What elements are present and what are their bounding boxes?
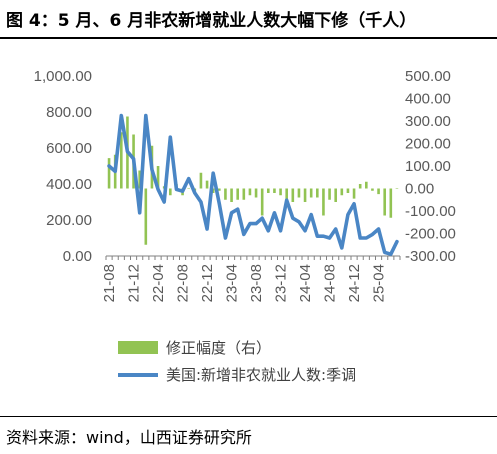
x-tick-label: 22-08 — [175, 264, 192, 302]
revision-bar — [156, 166, 160, 189]
legend-swatch-bar — [118, 341, 158, 354]
x-tick-label: 23-08 — [248, 264, 265, 302]
revision-bar — [218, 188, 221, 191]
revision-bar — [322, 188, 325, 216]
x-tick-label: 23-04 — [224, 264, 241, 302]
revision-bar — [371, 188, 374, 191]
revision-bar — [285, 188, 288, 205]
revision-bar — [346, 188, 350, 193]
payrolls-line — [107, 113, 399, 256]
revision-bar — [377, 188, 380, 195]
revision-bar — [395, 188, 399, 189]
x-tick-label: 24-04 — [297, 264, 314, 302]
combo-chart: 0.00 200.00 400.00 600.00 800.00 1,000.00 -300… — [34, 68, 456, 384]
y-right-tick-label: 200.00 — [405, 136, 451, 153]
x-tick-label: 21-12 — [126, 264, 143, 302]
revision-bar — [383, 188, 386, 216]
revision-bar — [260, 188, 264, 216]
x-tick-label: 24-08 — [322, 264, 339, 302]
x-tick-label: 22-04 — [150, 264, 167, 302]
x-tick-label: 24-12 — [346, 264, 363, 302]
revision-bar — [211, 188, 215, 193]
revision-bar — [352, 188, 356, 199]
revision-bar — [236, 188, 239, 200]
revision-bar — [328, 188, 331, 200]
revision-bar — [340, 188, 344, 196]
revision-bar — [316, 188, 319, 198]
x-tick-label: 22-12 — [199, 264, 216, 302]
x-tick-label: 23-12 — [273, 264, 290, 302]
revision-bar — [358, 184, 362, 189]
revision-bar — [120, 132, 123, 189]
y-left-tick-label: 600.00 — [46, 140, 92, 157]
revision-bar — [267, 188, 270, 193]
y-right-tick-label: -200.00 — [405, 226, 456, 243]
y-right-tick-label: -300.00 — [405, 248, 456, 265]
revision-bar — [242, 188, 246, 200]
revision-bar — [107, 158, 111, 189]
revision-bar — [297, 188, 301, 198]
y-right-tick-label: -100.00 — [405, 203, 456, 220]
revision-bar — [230, 188, 233, 202]
y-left-tick-label: 200.00 — [46, 212, 92, 229]
tick-label-layer: 0.00 200.00 400.00 600.00 800.00 1,000.00 -300… — [34, 68, 456, 302]
revision-bar — [334, 188, 337, 202]
y-right-tick-label: 100.00 — [405, 158, 451, 175]
revision-bar — [254, 188, 258, 198]
revision-bar — [279, 188, 282, 196]
x-tick-label: 25-04 — [371, 264, 388, 302]
revision-bar — [248, 188, 252, 196]
y-right-tick-label: 400.00 — [405, 91, 451, 108]
legend-label-bar: 修正幅度（右） — [166, 339, 271, 357]
revision-bar — [273, 188, 276, 193]
legend: 修正幅度（右） 美国:新增非农就业人数:季调 — [118, 339, 356, 384]
y-right-tick-label: 300.00 — [405, 113, 451, 130]
revision-bar — [224, 188, 227, 200]
revision-bar — [169, 188, 172, 196]
figure-title: 图 4：5 月、6 月非农新增就业人数大幅下修（千人） — [6, 11, 417, 31]
revision-bar — [144, 188, 148, 245]
y-right-tick-label: 0.00 — [405, 181, 434, 198]
revision-bar — [205, 180, 209, 189]
line-series-layer — [107, 113, 399, 256]
bottom-rule — [0, 416, 497, 417]
y-left-tick-label: 800.00 — [46, 104, 92, 121]
axes-layer — [105, 255, 401, 260]
revision-bar — [309, 188, 313, 198]
revision-bar — [291, 188, 295, 202]
source-note: 资料来源：wind，山西证券研究所 — [6, 428, 252, 447]
revision-bar — [199, 172, 203, 189]
revision-bar — [389, 188, 393, 218]
legend-label-line: 美国:新增非农就业人数:季调 — [166, 366, 356, 384]
bar-series-layer — [107, 116, 399, 245]
y-left-tick-label: 0.00 — [63, 248, 92, 265]
top-rule — [0, 37, 497, 39]
revision-bar — [138, 170, 141, 189]
revision-bar — [303, 188, 307, 202]
revision-bar — [365, 181, 368, 189]
y-left-tick-label: 400.00 — [46, 176, 92, 193]
x-tick-label: 21-08 — [101, 264, 118, 302]
y-right-tick-label: 500.00 — [405, 68, 451, 85]
revision-bar — [187, 188, 190, 189]
y-left-tick-label: 1,000.00 — [34, 68, 92, 85]
